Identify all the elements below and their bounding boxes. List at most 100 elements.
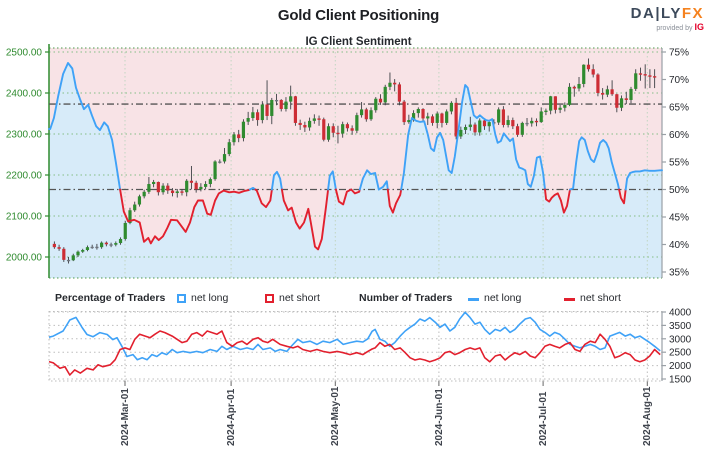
candle-body: [605, 89, 609, 95]
candle-body: [359, 109, 364, 116]
sentiment-line-net-long: [624, 169, 663, 191]
candle-body: [572, 86, 576, 89]
logo-fx-text: FX: [681, 5, 704, 22]
candle-body: [648, 75, 652, 77]
sentiment-line-net-long: [569, 136, 621, 191]
candle-body: [218, 161, 222, 163]
candle-body: [619, 98, 624, 108]
candle-body: [463, 127, 468, 130]
sentiment-line-net-short: [280, 188, 330, 251]
candle-body: [435, 113, 439, 123]
candle-body: [492, 122, 496, 124]
legend-net-short-box-icon[interactable]: [265, 294, 274, 303]
sentiment-line-net-long: [270, 170, 283, 191]
candle-body: [307, 120, 312, 128]
left-axis-label: 2300.00: [6, 130, 43, 141]
candle-body: [298, 122, 302, 125]
candle-body: [152, 181, 156, 185]
candle-body: [222, 154, 227, 162]
candle-body: [482, 120, 487, 127]
candle-body: [383, 86, 387, 103]
candle-body: [336, 132, 340, 135]
ig-logo-text: IG: [694, 22, 704, 32]
candle-body: [624, 98, 628, 100]
legend-net-short-line-icon[interactable]: [564, 298, 575, 301]
candle-body: [256, 112, 260, 121]
candle-body: [104, 242, 108, 245]
candle-body: [497, 109, 501, 123]
page-title: Gold Client Positioning: [277, 7, 440, 24]
candle-body: [402, 101, 406, 123]
candle-body: [260, 104, 264, 121]
candle-body: [95, 246, 99, 249]
candle-body: [123, 222, 127, 239]
candle-body: [85, 247, 90, 251]
right-axis-label: 75%: [669, 48, 689, 59]
right-axis-label: 45%: [669, 213, 689, 224]
candle-body: [189, 180, 194, 183]
candle-body: [213, 161, 217, 180]
candle-body: [544, 110, 548, 113]
candle-body: [577, 83, 581, 89]
candle-body: [114, 243, 118, 245]
candle-body: [232, 134, 236, 143]
candle-body: [355, 115, 359, 131]
mini-right-axis-label: 2000: [669, 361, 692, 372]
candle-body: [303, 124, 307, 128]
logo-tagline: provided by IG: [631, 21, 704, 35]
right-axis-label: 50%: [669, 185, 689, 196]
candle-body: [265, 104, 269, 116]
candle-body: [90, 246, 94, 249]
x-axis-label: 2024-Jul-01: [538, 391, 549, 446]
candle-body: [397, 84, 402, 102]
candle-body: [322, 119, 326, 140]
candle-body: [416, 108, 420, 114]
mini-chart-border: [48, 311, 663, 382]
candle-body: [180, 191, 184, 193]
legend-net-long-line-icon[interactable]: [468, 298, 479, 301]
legend-net-long-box-icon[interactable]: [177, 294, 186, 303]
candle-body: [284, 101, 288, 109]
candle-body: [156, 181, 160, 193]
candle-body: [57, 247, 61, 249]
left-axis-label: 2400.00: [6, 89, 43, 100]
candle-body: [66, 259, 71, 262]
candle-body: [251, 112, 255, 119]
sentiment-line-net-long: [327, 170, 337, 191]
left-axis-label: 2000.00: [6, 253, 43, 264]
sentiment-line-net-short: [254, 188, 273, 209]
legend-net-long-label[interactable]: net long: [191, 292, 229, 304]
candle-body: [331, 126, 335, 133]
candle-body: [279, 99, 283, 109]
candle-body: [161, 185, 165, 193]
candle-body: [133, 204, 137, 211]
candle-body: [227, 142, 231, 155]
candle-body: [142, 191, 146, 197]
sentiment-line-net-short: [618, 188, 627, 205]
candle-body: [81, 250, 85, 252]
candle-body: [185, 180, 189, 193]
candle-body: [364, 109, 368, 120]
legend-count-net-long-label[interactable]: net long: [484, 292, 522, 304]
candle-body: [52, 243, 56, 248]
x-axis-label: 2024-May-01: [330, 386, 341, 446]
candle-body: [237, 134, 241, 139]
x-axis-label: 2024-Aug-01: [642, 386, 653, 446]
candle-body: [388, 82, 392, 87]
mini-right-axis-label: 1500: [669, 375, 692, 386]
candle-body: [407, 120, 411, 123]
x-axis-label: 2024-Apr-01: [226, 388, 237, 446]
right-axis-label: 65%: [669, 103, 689, 114]
legend-count-net-short-label[interactable]: net short: [580, 292, 621, 304]
candle-body: [473, 124, 477, 133]
candle-body: [62, 248, 66, 260]
candle-body: [601, 93, 605, 95]
legend-net-short-label[interactable]: net short: [279, 292, 320, 304]
net-short-count-line: [48, 330, 661, 376]
dailyfx-logo[interactable]: DA|LYFX provided by IG: [631, 5, 704, 35]
candle-body: [312, 118, 316, 121]
candle-body: [567, 86, 572, 105]
sentiment-line-net-short: [544, 188, 571, 214]
net-long-area: [49, 63, 662, 278]
